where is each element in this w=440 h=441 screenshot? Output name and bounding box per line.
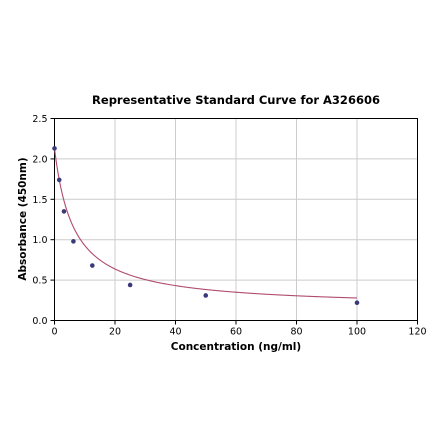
fit-curve-line [53,148,358,299]
y-axis-label: Absorbance (450nm) [17,157,29,280]
x-tick-label: 60 [230,327,242,338]
y-tick-label: 1.5 [32,195,47,206]
data-point [71,239,76,244]
y-tick-label: 1.0 [32,235,47,246]
x-tick-label: 20 [109,327,121,338]
data-point [354,300,360,306]
data-point [52,146,57,151]
data-point [61,209,67,214]
data-point [90,263,95,268]
fit-curve-group [53,148,358,299]
y-tick-label: 0.0 [32,316,47,327]
x-axis-label: Concentration (ng/ml) [171,341,301,353]
grid-lines [54,118,418,321]
chart-title: Representative Standard Curve for A32660… [92,93,380,107]
x-tick-label: 80 [290,327,302,338]
axis-ticks: 0 20 40 60 80 100 120 0.0 0.5 1.0 1.5 2.0 2.5 [32,114,426,338]
data-points [52,146,360,306]
data-point [127,282,133,288]
x-tick-label: 0 [51,327,57,338]
x-tick-label: 40 [169,327,181,338]
y-tick-label: 2.0 [32,154,47,165]
data-point [56,177,62,183]
x-tick-label: 120 [408,327,426,338]
x-tick-label: 100 [348,327,366,338]
y-tick-label: 0.5 [32,276,47,287]
y-tick-label: 2.5 [32,114,47,125]
data-point [203,293,209,298]
